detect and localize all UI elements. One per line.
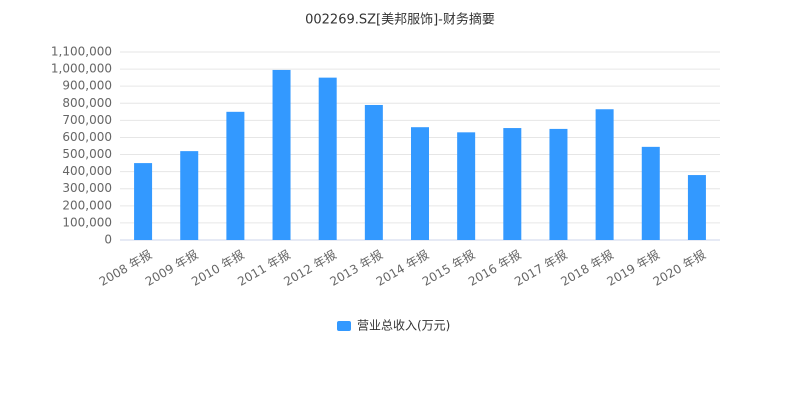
y-tick-label: 500,000 xyxy=(62,147,112,161)
bar xyxy=(457,132,476,240)
y-tick-label: 700,000 xyxy=(62,113,112,127)
y-tick-label: 100,000 xyxy=(62,215,112,229)
y-tick-label: 300,000 xyxy=(62,181,112,195)
y-tick-label: 600,000 xyxy=(62,130,112,144)
legend-swatch xyxy=(337,321,351,331)
bar xyxy=(687,175,706,240)
y-tick-label: 400,000 xyxy=(62,164,112,178)
chart-title: 002269.SZ[美邦服饰]-财务摘要 xyxy=(305,12,495,28)
bar xyxy=(503,128,522,240)
bar xyxy=(226,111,245,241)
y-tick-label: 1,000,000 xyxy=(51,62,112,76)
bar xyxy=(641,146,660,240)
y-tick-label: 800,000 xyxy=(62,96,112,110)
bar xyxy=(272,69,291,240)
bar xyxy=(411,127,429,240)
bar xyxy=(595,109,614,240)
y-tick-label: 0 xyxy=(104,233,112,247)
y-tick-label: 200,000 xyxy=(62,198,112,212)
bar xyxy=(134,163,153,240)
bar xyxy=(180,151,199,240)
bar xyxy=(318,77,337,241)
bar xyxy=(549,128,568,240)
y-tick-label: 1,100,000 xyxy=(51,45,112,59)
y-tick-label: 900,000 xyxy=(62,79,112,93)
x-tick-label: 2020 年报 xyxy=(650,247,708,289)
legend-label: 营业总收入(万元) xyxy=(357,319,450,333)
bar xyxy=(364,104,383,241)
